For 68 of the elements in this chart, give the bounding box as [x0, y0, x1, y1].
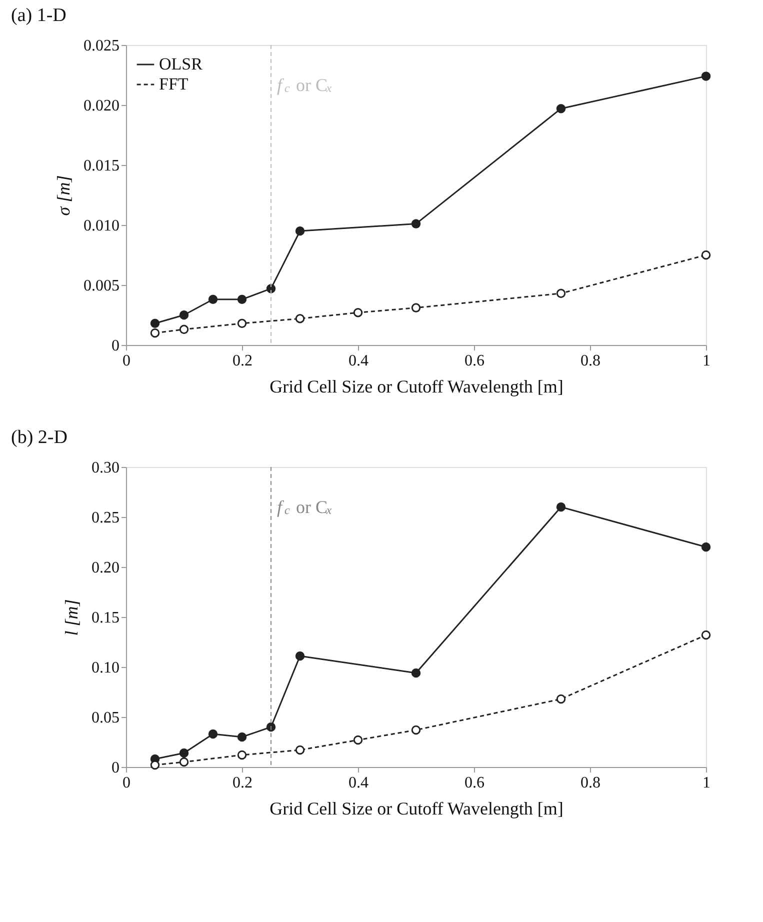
point — [266, 284, 276, 294]
ref-line-label: fc or Cx — [277, 75, 332, 95]
x-tick-label: 0.4 — [348, 774, 368, 792]
y-tick-label: 0.05 — [92, 710, 120, 726]
point — [150, 318, 160, 328]
y-tick-label: 0 — [112, 760, 120, 776]
point — [556, 104, 566, 114]
point — [237, 294, 247, 304]
point — [556, 288, 566, 298]
legend-label: OLSR — [159, 54, 204, 74]
x-axis-title: Grid Cell Size or Cutoff Wavelength [m] — [270, 376, 564, 396]
y-tick-label: 0.020 — [84, 98, 120, 114]
point — [701, 630, 711, 640]
point — [237, 750, 247, 760]
y-tick-label: 0.005 — [84, 278, 120, 294]
point — [266, 722, 276, 732]
point — [411, 219, 421, 228]
y-tick-label: 0.30 — [92, 460, 120, 476]
point — [237, 318, 247, 328]
point — [150, 328, 160, 338]
chart-title: (b) 2-D — [11, 427, 68, 448]
y-tick-label: 0.010 — [84, 218, 120, 234]
y-tick-label: 0.015 — [84, 158, 120, 174]
ref-line-label: fc or Cx — [277, 497, 332, 517]
y-tick-label: 0.25 — [92, 510, 120, 526]
legend-label: FFT — [159, 74, 189, 94]
y-tick-label: 0.025 — [84, 38, 120, 54]
point — [701, 72, 711, 81]
point — [179, 310, 189, 320]
point — [295, 651, 305, 661]
point — [556, 502, 566, 512]
point — [411, 303, 421, 312]
x-tick-label: 0.2 — [232, 352, 252, 370]
point — [208, 294, 218, 304]
y-axis-title: l [m] — [62, 599, 82, 636]
point — [208, 729, 218, 739]
x-tick-label: 0 — [122, 774, 130, 792]
y-axis-title: σ [m] — [54, 175, 74, 216]
y-tick-label: 0.20 — [92, 560, 120, 576]
point — [179, 324, 189, 334]
point — [701, 250, 711, 260]
x-tick-label: 0.8 — [580, 774, 600, 792]
point — [295, 226, 305, 236]
point — [150, 760, 160, 770]
x-tick-label: 1 — [702, 352, 710, 370]
point — [295, 745, 305, 755]
point — [237, 732, 247, 742]
y-tick-label: 0 — [112, 338, 120, 354]
x-tick-label: 0 — [122, 352, 130, 370]
x-tick-label: 0.2 — [232, 774, 252, 792]
point — [411, 725, 421, 735]
point — [295, 314, 305, 324]
point — [179, 757, 189, 767]
point — [353, 735, 363, 745]
x-tick-label: 1 — [702, 774, 710, 792]
y-tick-label: 0.10 — [92, 660, 120, 676]
x-axis-title: Grid Cell Size or Cutoff Wavelength [m] — [270, 798, 564, 818]
x-tick-label: 0.8 — [580, 352, 600, 370]
y-tick-label: 0.15 — [92, 610, 120, 626]
point — [556, 694, 566, 704]
point — [701, 542, 711, 552]
point — [179, 748, 189, 758]
x-tick-label: 0.6 — [464, 352, 484, 370]
x-tick-label: 0.4 — [348, 352, 368, 370]
point — [411, 668, 421, 678]
chart-title: (a) 1-D — [11, 5, 66, 26]
point — [353, 308, 363, 318]
x-tick-label: 0.6 — [464, 774, 484, 792]
